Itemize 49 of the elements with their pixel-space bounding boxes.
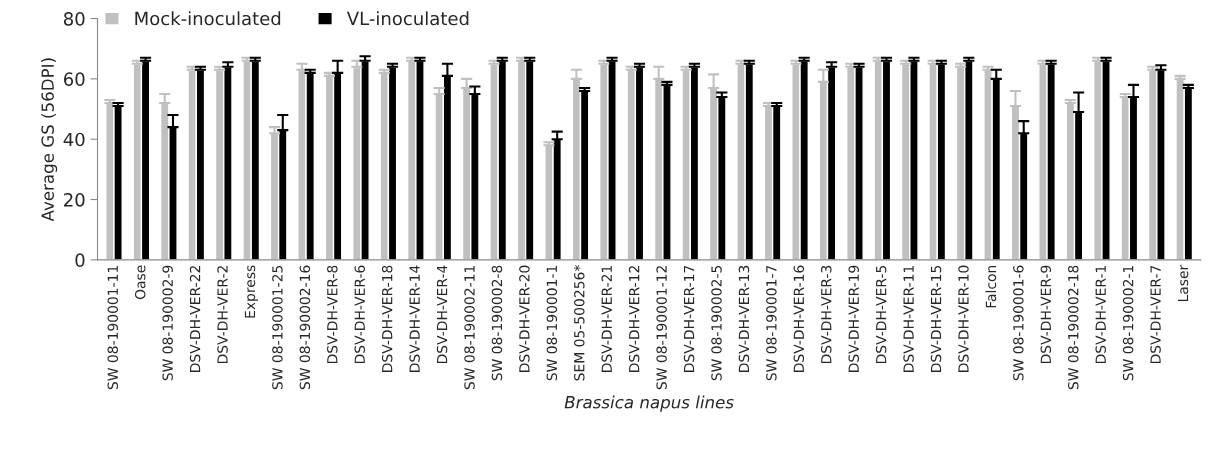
x-tick-label: SW 08-190001-12 — [656, 266, 667, 390]
x-tick-label: SW 08-190002-18 — [1068, 265, 1079, 390]
x-tick-label: DSV-DH-VER-16 — [793, 265, 805, 372]
y-tick-label: 60 — [64, 72, 85, 86]
y-tick-label: 40 — [63, 132, 85, 147]
x-tick-label: DSV-DH-VER-20 — [519, 265, 530, 372]
x-tick-label: DSV-DH-VER-14 — [409, 265, 420, 372]
x-tick-label: DSV-DH-VER-17 — [683, 265, 695, 372]
y-tick-label: 20 — [64, 192, 85, 207]
x-tick-label: DSV-DH-VER-18 — [381, 265, 393, 372]
x-tick-label: DSV-DH-VER-2 — [217, 266, 228, 364]
x-tick-label: DSV-DH-VER-8 — [327, 265, 338, 364]
y-tick-label: 0 — [75, 253, 85, 267]
x-tick-label: SW 08-190002-9 — [162, 265, 173, 381]
x-axis-title: Brassica napus lines — [564, 395, 734, 412]
x-tick-label: Express — [244, 265, 258, 318]
x-tick-label: DSV-DH-VER-22 — [189, 266, 201, 372]
x-tick-label: SW 08-190002-11 — [464, 265, 475, 390]
y-tick-label: 80 — [63, 12, 85, 26]
x-tick-label: DSV-DH-VER-5 — [875, 265, 887, 364]
x-tick-label: SW 08-190002-5 — [711, 265, 722, 381]
x-tick-label: Falcon — [985, 265, 997, 308]
legend-label: VL-inoculated — [346, 11, 469, 26]
legend-label: Mock-inoculated — [135, 11, 281, 26]
x-tick-label: DSV-DH-VER-12 — [628, 266, 640, 372]
x-tick-label: DSV-DH-VER-4 — [436, 265, 448, 364]
x-tick-label: SW 08-190001-7 — [766, 265, 777, 381]
x-tick-label: SW 08-190001-11 — [107, 265, 119, 390]
x-tick-label: DSV-DH-VER-11 — [903, 265, 914, 372]
y-axis-title: Average GS (56DPI) — [41, 58, 58, 222]
x-tick-label: DSV-DH-VER-9 — [1040, 265, 1052, 364]
x-tick-label: DSV-DH-VER-3 — [821, 265, 832, 364]
x-tick-label: DSV-DH-VER-10 — [958, 265, 969, 372]
x-tick-label: SW 08-190002-1 — [1122, 265, 1134, 381]
x-tick-label: SEM 05-500256* — [574, 265, 585, 381]
x-tick-label: Oase — [134, 265, 146, 300]
x-tick-label: DSV-DH-VER-19 — [848, 265, 859, 372]
x-tick-label: DSV-DH-VER-13 — [738, 265, 750, 372]
x-tick-label: DSV-DH-VER-21 — [601, 265, 612, 372]
x-tick-label: SW 08-190002-16 — [299, 265, 311, 390]
x-tick-label: SW 08-190001-1 — [546, 265, 558, 381]
x-tick-label: SW 08-190001-6 — [1013, 265, 1024, 381]
x-tick-label: DSV-DH-VER-1 — [1095, 265, 1106, 364]
x-tick-label: SW 08-190001-25 — [272, 265, 283, 390]
x-tick-label: DSV-DH-VER-6 — [354, 265, 365, 364]
x-tick-label: Laser — [1177, 264, 1189, 302]
x-tick-label: DSV-DH-VER-15 — [930, 265, 942, 372]
x-tick-label: SW 08-190002-8 — [491, 265, 503, 381]
x-tick-label: DSV-DH-VER-7 — [1150, 265, 1161, 364]
